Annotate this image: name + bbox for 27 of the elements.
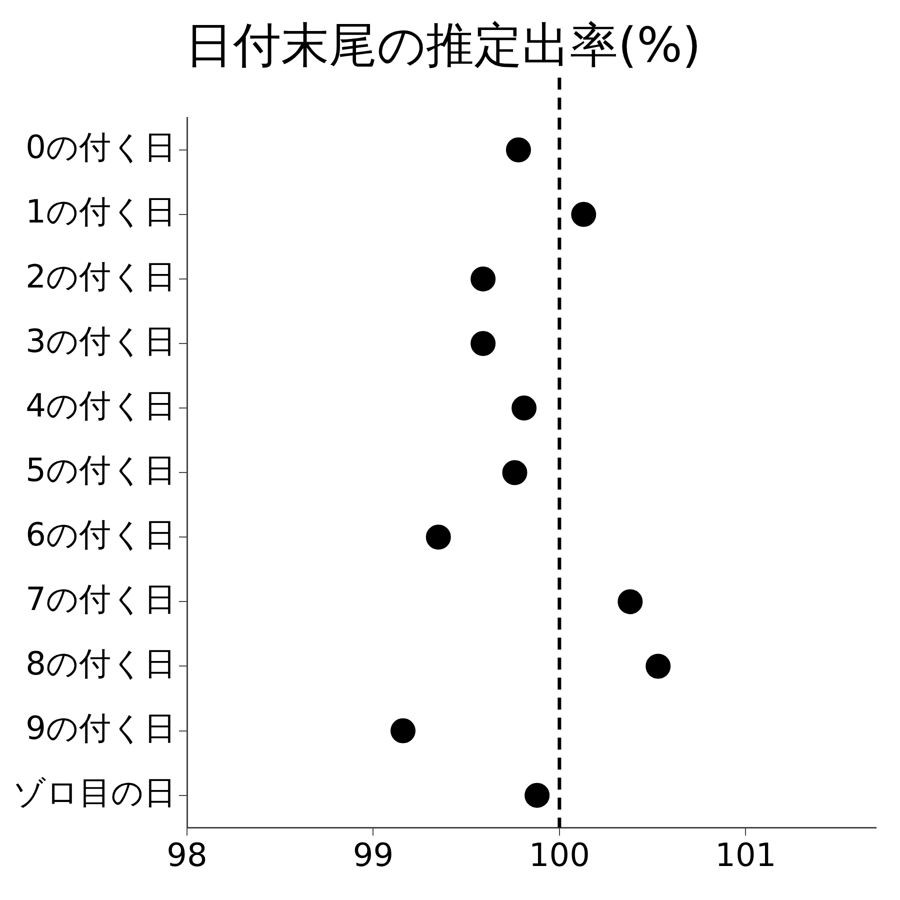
y-tick-label: 6の付く日 [26,515,176,554]
y-tick-label: ゾロ目の日 [13,774,176,812]
point [512,396,537,421]
point [470,266,496,292]
y-tick-label: 9の付く日 [26,709,176,748]
y-tick-label: 1の付く日 [26,192,176,231]
x-tick-label: 101 [715,836,776,874]
point [502,460,528,486]
point [571,202,596,227]
chart-title: 日付末尾の推定出率(%) [184,17,702,74]
point [470,331,496,356]
point [426,524,451,550]
x-tick-label: 100 [528,836,590,874]
x-tick-label: 99 [352,836,394,874]
y-tick-label: 3の付く日 [26,322,176,360]
y-tick-label: 0の付く日 [26,128,176,166]
x-tick-label: 98 [166,836,208,874]
point [390,718,416,744]
y-tick-label: 7の付く日 [26,580,176,618]
y-tick-label: 5の付く日 [26,450,176,489]
y-tick-label: 4の付く日 [26,386,176,424]
point [524,782,550,808]
y-tick-label: 8の付く日 [26,644,176,683]
point [506,137,531,162]
point [618,589,643,614]
y-tick-label: 2の付く日 [26,257,176,296]
point [646,654,671,679]
